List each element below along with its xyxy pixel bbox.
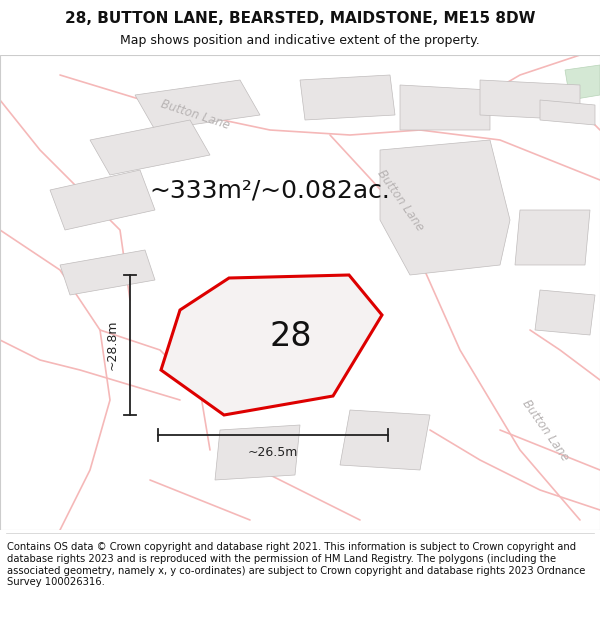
- Polygon shape: [540, 100, 595, 125]
- Text: Contains OS data © Crown copyright and database right 2021. This information is : Contains OS data © Crown copyright and d…: [7, 542, 586, 587]
- Polygon shape: [250, 330, 335, 380]
- Text: ~333m²/~0.082ac.: ~333m²/~0.082ac.: [149, 178, 391, 202]
- Polygon shape: [535, 290, 595, 335]
- Polygon shape: [380, 140, 510, 275]
- Text: ~28.8m: ~28.8m: [106, 320, 119, 370]
- Polygon shape: [565, 65, 600, 100]
- Text: Map shows position and indicative extent of the property.: Map shows position and indicative extent…: [120, 34, 480, 47]
- Polygon shape: [60, 250, 155, 295]
- Text: Button Lane: Button Lane: [519, 397, 571, 463]
- Polygon shape: [90, 120, 210, 175]
- Polygon shape: [161, 275, 382, 415]
- Polygon shape: [400, 85, 490, 130]
- Polygon shape: [340, 410, 430, 470]
- Polygon shape: [215, 425, 300, 480]
- Polygon shape: [300, 75, 395, 120]
- Text: Button Lane: Button Lane: [374, 167, 426, 233]
- Text: ~26.5m: ~26.5m: [248, 446, 298, 459]
- Text: Button Lane: Button Lane: [159, 98, 231, 132]
- Text: 28: 28: [269, 321, 311, 354]
- Polygon shape: [515, 210, 590, 265]
- Text: 28, BUTTON LANE, BEARSTED, MAIDSTONE, ME15 8DW: 28, BUTTON LANE, BEARSTED, MAIDSTONE, ME…: [65, 11, 535, 26]
- Polygon shape: [480, 80, 580, 120]
- Polygon shape: [50, 170, 155, 230]
- Polygon shape: [135, 80, 260, 130]
